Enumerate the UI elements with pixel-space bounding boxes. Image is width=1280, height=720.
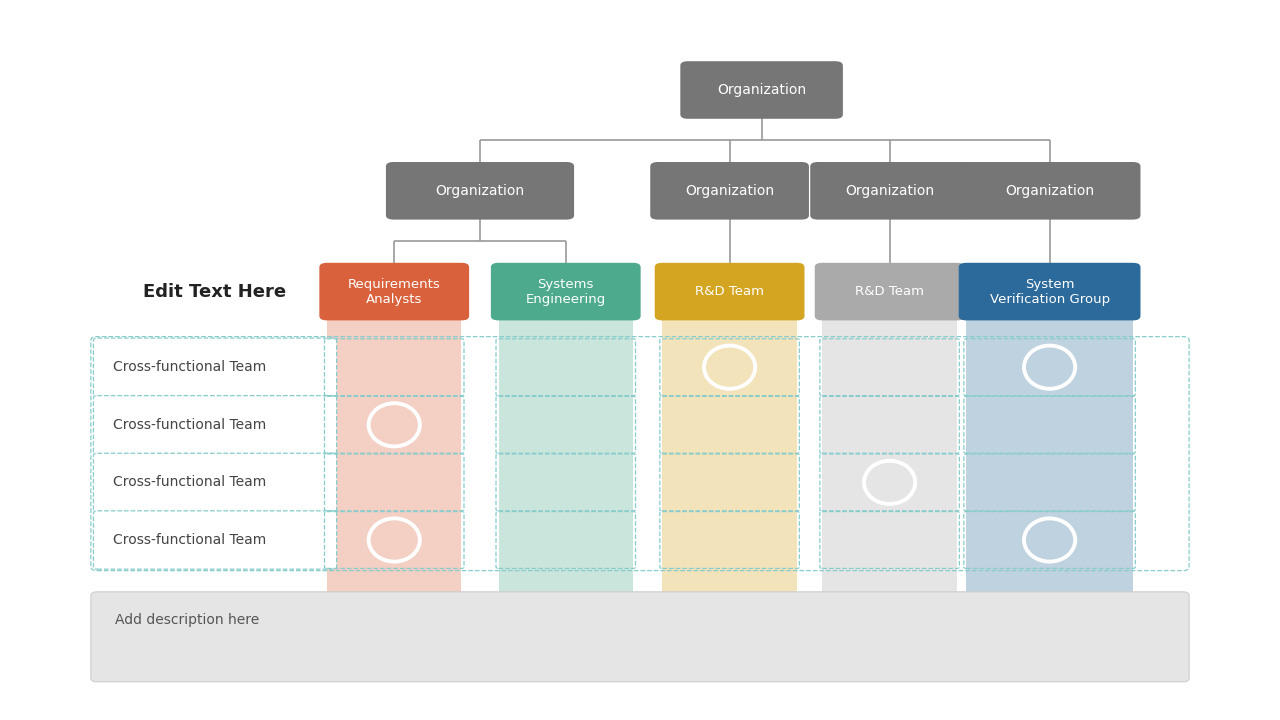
FancyBboxPatch shape — [654, 263, 804, 320]
Text: Organization: Organization — [845, 184, 934, 198]
FancyBboxPatch shape — [814, 263, 965, 320]
FancyBboxPatch shape — [650, 162, 809, 220]
FancyBboxPatch shape — [959, 162, 1140, 220]
Text: Requirements
Analysts: Requirements Analysts — [348, 278, 440, 305]
Text: Organization: Organization — [435, 184, 525, 198]
Text: Cross-functional Team: Cross-functional Team — [113, 360, 266, 374]
Text: Cross-functional Team: Cross-functional Team — [113, 533, 266, 547]
FancyBboxPatch shape — [810, 162, 969, 220]
Text: Edit Text Here: Edit Text Here — [143, 282, 287, 301]
FancyBboxPatch shape — [681, 61, 844, 119]
Text: R&D Team: R&D Team — [695, 285, 764, 298]
Bar — [966, 317, 1133, 652]
FancyBboxPatch shape — [93, 396, 337, 454]
Text: Systems
Engineering: Systems Engineering — [526, 278, 605, 305]
FancyBboxPatch shape — [492, 263, 640, 320]
FancyBboxPatch shape — [959, 263, 1140, 320]
Text: Add description here: Add description here — [115, 613, 260, 627]
FancyBboxPatch shape — [93, 338, 337, 396]
Text: Organization: Organization — [685, 184, 774, 198]
FancyBboxPatch shape — [91, 592, 1189, 682]
Text: Cross-functional Team: Cross-functional Team — [113, 475, 266, 490]
Bar — [328, 317, 462, 652]
FancyBboxPatch shape — [93, 454, 337, 511]
FancyBboxPatch shape — [387, 162, 575, 220]
FancyBboxPatch shape — [320, 263, 470, 320]
Bar — [663, 317, 796, 652]
Text: Organization: Organization — [717, 83, 806, 97]
Bar — [823, 317, 957, 652]
Text: Cross-functional Team: Cross-functional Team — [113, 418, 266, 432]
Text: System
Verification Group: System Verification Group — [989, 278, 1110, 305]
FancyBboxPatch shape — [93, 511, 337, 569]
Bar — [499, 317, 634, 652]
Text: Organization: Organization — [1005, 184, 1094, 198]
Text: R&D Team: R&D Team — [855, 285, 924, 298]
